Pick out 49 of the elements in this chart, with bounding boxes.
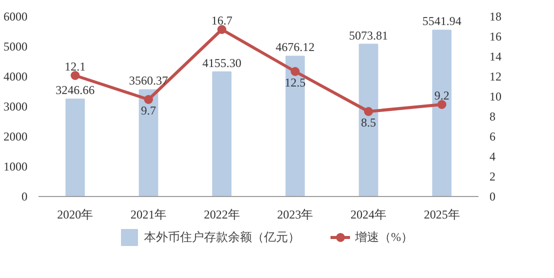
point [290, 67, 300, 76]
bar [432, 30, 452, 196]
data-label: 3560.37 [129, 74, 168, 88]
x-tick-label: 2022年 [204, 208, 240, 222]
data-label: 5541.94 [422, 14, 462, 28]
point [144, 95, 153, 104]
x-tick-label: 2021年 [130, 208, 166, 222]
y2-tick-label: 12 [490, 70, 502, 84]
y-tick-label: 0 [22, 190, 28, 204]
point [217, 25, 226, 34]
y-tick-label: 3000 [4, 100, 28, 114]
y-tick-label: 6000 [4, 10, 28, 24]
y2-tick-label: 4 [490, 150, 496, 164]
data-label: 8.5 [361, 116, 376, 130]
data-label: 5073.81 [349, 28, 388, 42]
bar [212, 71, 232, 196]
data-label: 9.2 [434, 88, 450, 102]
y2-tick-label: 8 [490, 110, 496, 124]
y2-tick-label: 2 [490, 170, 496, 184]
point [70, 71, 80, 80]
y-tick-label: 4000 [4, 70, 28, 84]
bar [358, 44, 378, 196]
legend-label: 增速（%） [355, 228, 413, 246]
y2-tick-label: 0 [490, 190, 496, 204]
data-label: 4155.30 [202, 56, 242, 70]
bar [286, 56, 305, 196]
y-tick-label: 1000 [4, 160, 28, 174]
y2-tick-label: 6 [490, 130, 496, 144]
x-tick-label: 2020年 [57, 208, 94, 222]
y2-tick-label: 16 [490, 30, 502, 44]
point [437, 100, 446, 109]
y2-tick-label: 10 [490, 90, 502, 104]
bar [138, 89, 158, 196]
point [364, 107, 373, 116]
data-label: 16.7 [211, 14, 232, 28]
y2-tick-label: 14 [490, 50, 502, 64]
data-label: 9.7 [141, 104, 156, 118]
y-tick-label: 2000 [4, 130, 28, 144]
y2-tick-label: 18 [490, 10, 502, 24]
y-tick-label: 5000 [4, 40, 28, 54]
bar [66, 98, 85, 196]
x-tick-label: 2023年 [277, 208, 314, 222]
data-label: 12.1 [64, 60, 86, 74]
data-label: 12.5 [284, 76, 306, 90]
data-label: 4676.12 [276, 40, 315, 54]
data-label: 3246.66 [56, 83, 95, 98]
x-tick-label: 2025年 [424, 208, 460, 222]
x-tick-label: 2024年 [350, 208, 386, 222]
legend-label: 本外币住户存款余额（亿元） [144, 228, 300, 246]
